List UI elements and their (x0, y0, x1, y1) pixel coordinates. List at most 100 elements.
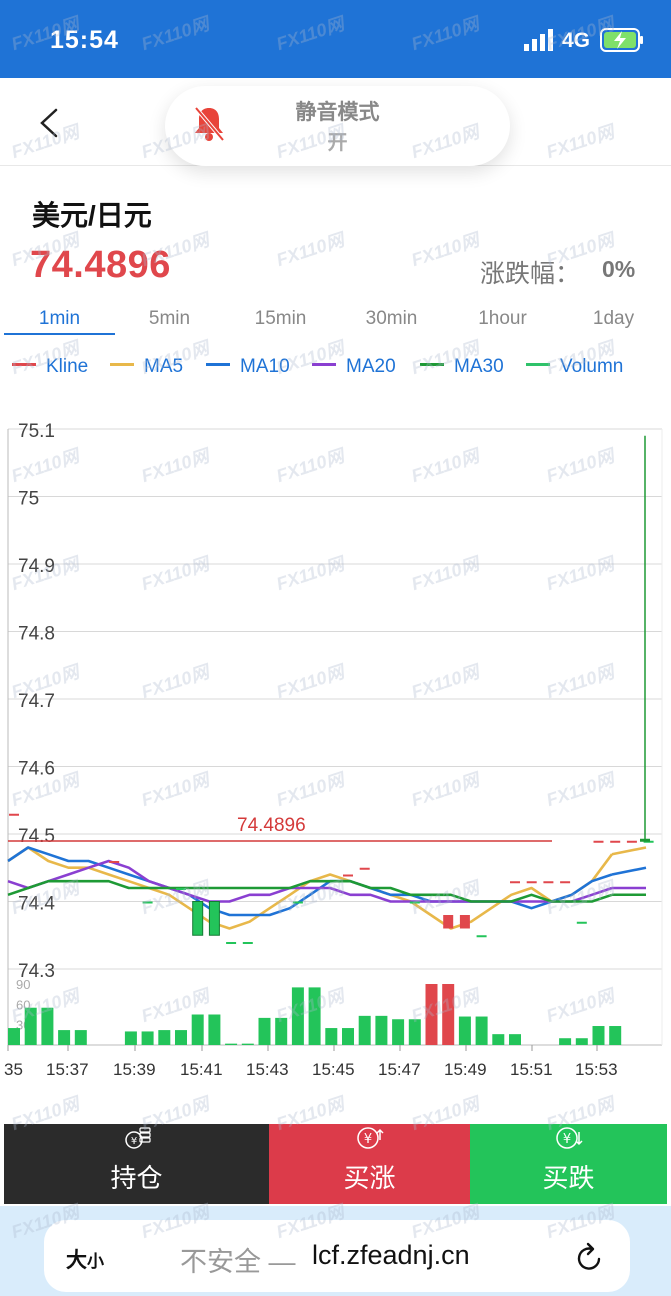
legend-swatch (206, 363, 230, 367)
tab-30min[interactable]: 30min (365, 308, 418, 329)
volume-bar (141, 1031, 154, 1045)
svg-text:¥: ¥ (363, 1132, 371, 1147)
ma-line-ma30 (7, 879, 613, 903)
candle (510, 881, 520, 884)
spike-body (640, 838, 650, 842)
url-text[interactable]: lcf.zfeadnj.cn (312, 1240, 470, 1270)
candle (459, 915, 470, 929)
hold-position-button[interactable]: ¥ 持仓 (4, 1124, 269, 1204)
volume-bar (509, 1034, 521, 1045)
volume-bar (241, 1043, 254, 1045)
tab-1min[interactable]: 1min (38, 308, 81, 329)
time-tick-label: 15:53 (575, 1060, 618, 1079)
volume-bars (8, 984, 622, 1045)
time-tick-label: 15:45 (312, 1060, 355, 1079)
volume-bar (342, 1028, 354, 1045)
legend-label: MA20 (346, 356, 396, 377)
text-size-small: 小 (87, 1252, 104, 1271)
time-tick-label: 15:41 (180, 1060, 223, 1079)
current-price-line: 74.4896 (8, 815, 552, 842)
time-tick-label: 15:47 (378, 1060, 421, 1079)
price-axis: 75.1 75 74.9 74.8 74.7 74.6 74.5 74.4 74.3 (18, 421, 55, 982)
tab-1day[interactable]: 1day (592, 308, 635, 329)
change-value: 0% (602, 256, 636, 282)
price-tick-label: 74.4 (18, 894, 55, 915)
time-tick-label: 15:49 (444, 1060, 487, 1079)
tab-15min[interactable]: 15min (254, 308, 307, 329)
price-tick-label: 75.1 (18, 421, 55, 442)
candle (226, 942, 237, 944)
timeframe-tabs: 1min 5min 15min 30min 1hour 1day (0, 304, 671, 336)
moving-average-lines (7, 846, 647, 930)
volume-bar (592, 1026, 605, 1045)
volume-bar (325, 1028, 338, 1045)
volume-tick-label: 90 (16, 977, 30, 992)
volume-bar (258, 1017, 271, 1045)
volume-bar (291, 987, 304, 1045)
buy-up-button[interactable]: ¥ 买涨 (269, 1124, 470, 1204)
candle (409, 901, 420, 904)
bell-muted-icon (194, 106, 225, 142)
status-time: 15:54 (50, 26, 119, 54)
legend-ma30: MA30 (420, 356, 504, 378)
candle (343, 874, 353, 877)
price-tick-label: 74.5 (18, 826, 55, 847)
legend-volumn: Volumn (526, 356, 623, 378)
volume-bar (392, 1019, 405, 1045)
price-tick-label: 75 (18, 489, 39, 510)
volume-bar (58, 1030, 71, 1045)
candle (626, 840, 637, 843)
chart-legend: Kline MA5 MA10 MA20 MA30 Volumn (0, 354, 671, 382)
volume-bar (225, 1043, 238, 1045)
candle (292, 901, 303, 904)
price-tick-label: 74.6 (18, 759, 55, 780)
tab-1hour[interactable]: 1hour (478, 308, 527, 329)
volume-bar (74, 1030, 87, 1045)
legend-swatch (12, 363, 36, 367)
volume-bar (559, 1038, 572, 1045)
candle (9, 813, 19, 816)
legend-label: MA5 (144, 356, 184, 377)
candle (359, 867, 370, 870)
reload-icon[interactable] (576, 1242, 604, 1272)
candle (142, 901, 153, 904)
mute-mode-indicator: 静音模式 开 (165, 86, 510, 166)
volume-bar (408, 1019, 421, 1045)
candle (576, 921, 587, 924)
volume-bar (124, 1031, 137, 1045)
legend-label: MA10 (240, 356, 290, 377)
candle (593, 840, 604, 843)
ma-line-tail (611, 866, 647, 876)
volume-bar (308, 987, 321, 1045)
battery-charging-icon (600, 28, 643, 52)
volume-bar (458, 1016, 471, 1045)
watermark: FX110网 (408, 229, 482, 271)
address-bar[interactable]: 大小 不安全 — lcf.zfeadnj.cn (44, 1220, 630, 1292)
svg-text:¥: ¥ (130, 1136, 136, 1147)
trade-action-bar: ¥ 持仓 ¥ 买涨 ¥ 买跌 (4, 1124, 667, 1204)
candle (109, 861, 120, 863)
time-axis: 35 15:37 15:39 15:41 15:43 15:45 15:47 15:49 15:… (4, 1045, 618, 1079)
ma-line-tail (611, 846, 647, 856)
text-size-large: 大 (66, 1249, 87, 1272)
currency-pair: 美元/日元 (32, 200, 152, 231)
text-size-button[interactable]: 大小 (66, 1244, 104, 1274)
volume-bar (175, 1030, 187, 1045)
candle (476, 935, 487, 938)
candle (176, 888, 186, 890)
time-tick-label: 15:51 (510, 1060, 553, 1079)
legend-label: Volumn (560, 356, 624, 377)
back-chevron-icon[interactable] (36, 106, 64, 140)
legend-swatch (420, 363, 444, 367)
candle (242, 942, 253, 944)
volume-bar (158, 1030, 171, 1045)
candlesticks (9, 813, 654, 944)
buy-down-button[interactable]: ¥ 买跌 (470, 1124, 667, 1204)
tab-5min[interactable]: 5min (148, 308, 191, 329)
watermark: FX110网 (273, 229, 347, 271)
yen-up-icon: ¥ (356, 1127, 384, 1149)
hold-position-label: 持仓 (110, 1163, 163, 1193)
buy-down-label: 买跌 (542, 1163, 595, 1193)
candle (610, 840, 621, 843)
